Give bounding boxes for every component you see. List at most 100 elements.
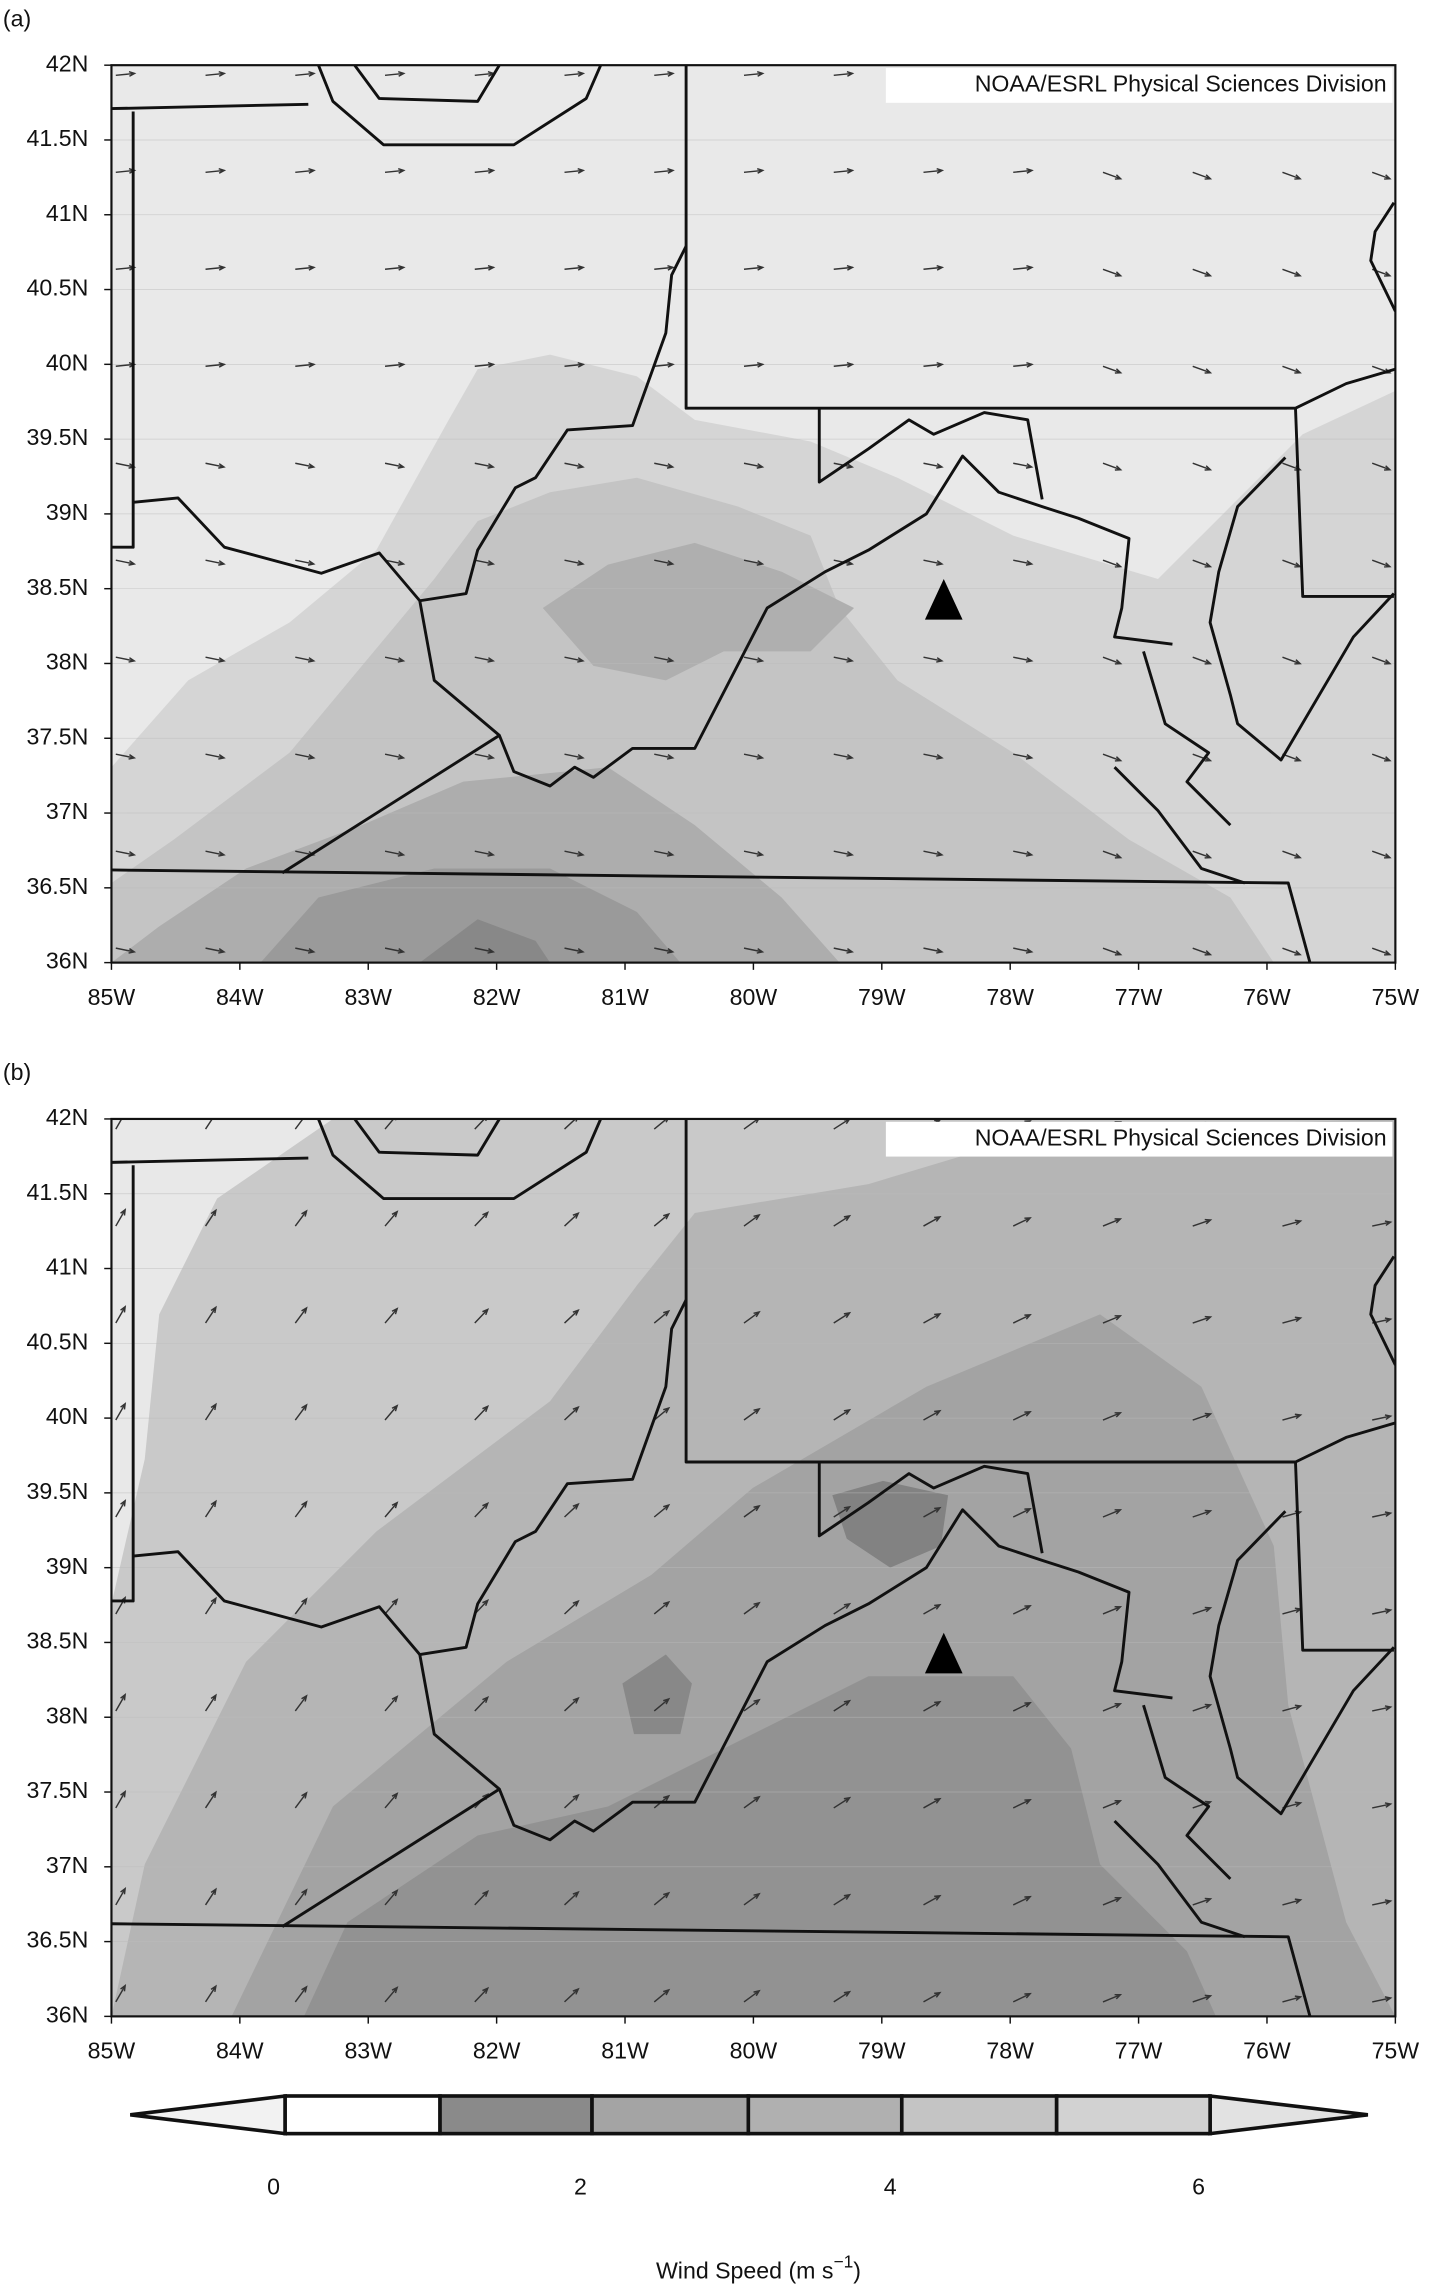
wind-vector	[1282, 850, 1302, 859]
lon-label: 80W	[730, 2038, 778, 2064]
wind-vector	[743, 1213, 761, 1227]
wind-vector	[833, 1796, 852, 1809]
lon-label: 84W	[216, 984, 264, 1010]
wind-vector	[1102, 1896, 1123, 1906]
wind-vector	[1192, 1509, 1213, 1518]
wind-vector	[1192, 947, 1213, 956]
wind-vector	[115, 753, 137, 760]
wind-vector	[833, 1505, 852, 1518]
wind-vector	[743, 1504, 761, 1518]
lat-label: 40N	[46, 1403, 88, 1429]
credit-box	[885, 68, 1393, 103]
wind-vector	[1102, 753, 1123, 762]
wind-vector	[653, 1212, 671, 1227]
credit: NOAA/ESRL Physical Sciences Division	[975, 71, 1387, 97]
state-border	[1142, 1704, 1232, 1880]
wind-vector	[833, 1408, 852, 1421]
wind-vector	[205, 559, 226, 566]
wind-vector	[923, 559, 944, 566]
wind-vector	[1192, 1994, 1213, 2003]
lon-label: 78W	[986, 2038, 1034, 2064]
wind-vector	[384, 462, 406, 469]
lat-label: 37.5N	[27, 723, 89, 749]
colorbar-bin	[283, 2094, 442, 2136]
wind-vector	[1371, 559, 1392, 568]
wind-vector	[295, 947, 316, 954]
wind-vector	[205, 462, 226, 469]
wind-vector	[204, 1402, 217, 1421]
wind-vector	[564, 753, 585, 760]
wind-vector	[833, 1990, 852, 2003]
state-border	[418, 454, 1173, 788]
wind-vector	[653, 1697, 671, 1712]
state-border	[111, 868, 1312, 963]
wind-vector	[654, 264, 675, 271]
wind-vector	[1102, 462, 1123, 471]
wind-vector	[653, 1988, 671, 2003]
lon-label: 77W	[1115, 984, 1163, 1010]
wind-vector	[1282, 947, 1302, 956]
wind-vector	[115, 1305, 127, 1324]
wind-vector	[1192, 1412, 1213, 1421]
wind-vector	[564, 168, 586, 174]
wind-vector	[654, 559, 675, 566]
panel-label: (b)	[3, 1059, 31, 1085]
wind-vector	[384, 264, 406, 271]
wind-vector	[294, 1306, 308, 1324]
wind-vector	[743, 656, 765, 663]
wind-vector	[204, 1499, 217, 1518]
wind-vector	[923, 1409, 942, 1421]
wind-vector	[384, 168, 406, 174]
wind-vector	[743, 71, 765, 77]
lat-label: 37.5N	[27, 1777, 89, 1803]
wind-vector	[654, 656, 675, 663]
wind-vector	[115, 947, 137, 954]
wind-vector	[384, 656, 406, 663]
wind-vector	[204, 1208, 217, 1227]
wind-vector	[1012, 1508, 1032, 1518]
credit: NOAA/ESRL Physical Sciences Division	[975, 1124, 1387, 1150]
wind-vector	[923, 1215, 942, 1227]
wind-vector	[1372, 1511, 1393, 1518]
wind-vector	[743, 1795, 761, 1809]
lat-label: 42N	[46, 1104, 88, 1130]
wind-vector	[1192, 462, 1213, 471]
state-border	[1294, 1461, 1394, 1652]
wind-vector	[115, 1499, 127, 1518]
lat-label: 38.5N	[27, 574, 89, 600]
wind-vector	[1102, 1703, 1123, 1712]
wind-vector	[1102, 1509, 1123, 1518]
colorbar-tick-label: 6	[1192, 2174, 1205, 2200]
wind-vector	[474, 264, 496, 271]
state-border	[1113, 1819, 1246, 1939]
wind-vector	[1372, 1705, 1393, 1712]
wind-vector	[1102, 947, 1123, 956]
wind-vector	[204, 1887, 217, 1906]
wind-vector	[1192, 559, 1213, 568]
wind-vector	[1192, 1703, 1213, 1712]
wind-vector	[564, 1308, 580, 1324]
wind-vector	[564, 1502, 580, 1518]
wind-vector	[294, 1694, 308, 1712]
wind-vector	[923, 656, 944, 663]
wind-vector	[923, 1603, 942, 1615]
wind-vector	[1013, 656, 1034, 663]
state-border	[133, 1299, 688, 1656]
wind-speed-contour	[832, 1480, 949, 1568]
wind-vector	[1102, 1218, 1123, 1227]
wind-vector	[654, 168, 675, 174]
colorbar-end	[1208, 2093, 1369, 2136]
wind-vector	[1102, 1800, 1123, 1809]
wind-vector	[564, 462, 585, 469]
wind-vector	[1282, 171, 1302, 180]
wind-vector	[384, 753, 406, 760]
wind-vector	[564, 361, 586, 368]
lat-label: 36N	[46, 948, 88, 974]
state-border	[1208, 456, 1395, 762]
state-border	[1142, 650, 1232, 827]
wind-vector	[743, 1892, 761, 1906]
wind-vector	[1013, 559, 1034, 566]
state-border	[1208, 1510, 1395, 1816]
lat-label: 39.5N	[27, 424, 89, 450]
wind-vector	[1371, 171, 1392, 180]
